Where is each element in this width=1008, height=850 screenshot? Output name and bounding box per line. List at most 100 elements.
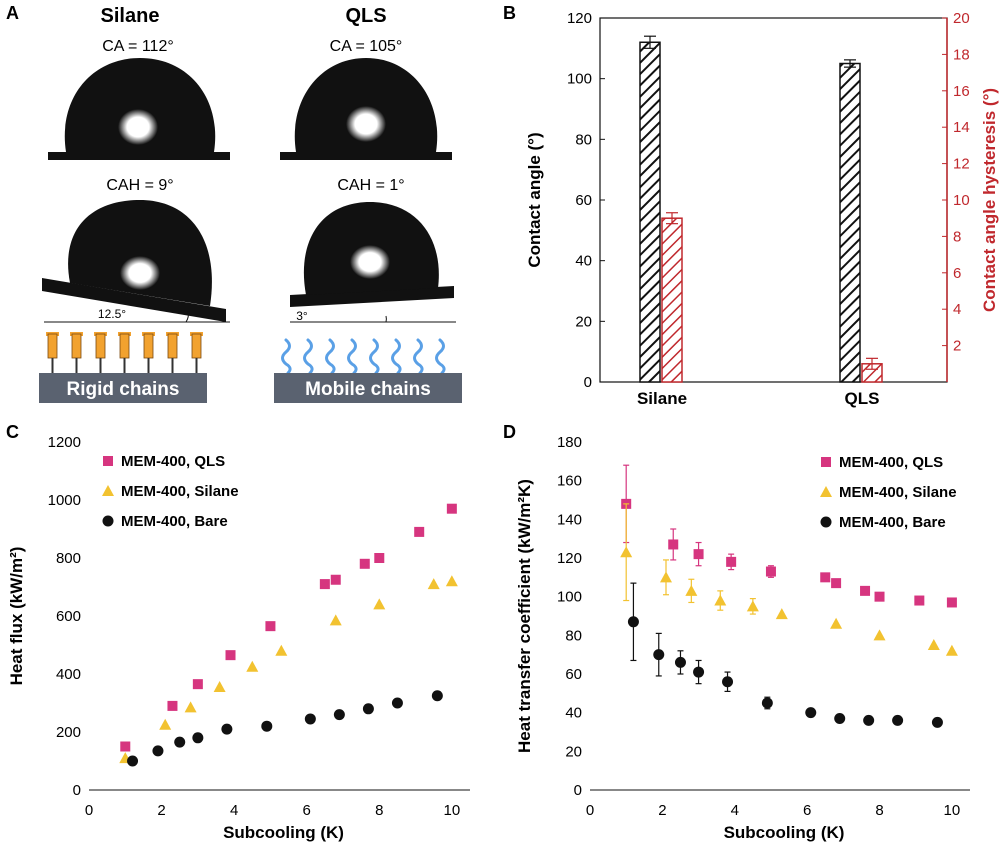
legend-entry: MEM-400, Bare — [121, 513, 228, 530]
chart-b: 0 20 40 60 80 100 120 2 4 6 8 10 12 14 16 18 20 Contact a… — [525, 10, 999, 408]
marker-circle — [820, 516, 832, 528]
marker-square — [414, 526, 425, 537]
category-label: QLS — [845, 389, 880, 408]
y2-tick-label: 14 — [953, 119, 970, 136]
marker-circle — [722, 676, 734, 688]
marker-triangle — [714, 594, 727, 606]
mobile-chain — [281, 338, 292, 375]
chain-box-mobile — [274, 373, 462, 403]
marker-circle — [431, 690, 443, 702]
y-tick-label: 400 — [56, 666, 81, 683]
marker-circle — [805, 707, 817, 719]
x-tick-label: 0 — [586, 802, 594, 819]
marker-square — [693, 549, 704, 560]
panel-a: A Silane CA = 112° CAH = 9° 12.5° Rigid … — [6, 3, 462, 403]
marker-triangle — [213, 681, 226, 693]
marker-square — [330, 574, 341, 585]
marker-circle — [931, 716, 943, 728]
marker-square — [821, 457, 831, 467]
rigid-chain-body — [119, 333, 130, 359]
rigid-chain-body — [95, 333, 106, 359]
y2-tick-label: 10 — [953, 192, 970, 209]
mobile-chain — [435, 338, 446, 375]
droplet-tilted-qls — [290, 202, 456, 323]
y-tick-label: 40 — [575, 253, 592, 270]
bar-left — [639, 41, 661, 383]
marker-circle — [102, 515, 114, 527]
marker-circle — [627, 616, 639, 628]
y2-tick-label: 4 — [953, 301, 961, 318]
rigid-chain-body — [191, 333, 202, 359]
marker-square — [874, 591, 885, 602]
y2-tick-label: 16 — [953, 83, 970, 100]
marker-triangle — [945, 644, 958, 656]
panel-c: C 0 2 4 6 8 10 0 200 400 600 800 1000 1200 Subcooling… — [6, 422, 470, 842]
marker-circle — [127, 755, 139, 767]
x-tick-label: 10 — [944, 802, 961, 819]
y-axis-title: Heat transfer coefficient (kW/m²K) — [515, 479, 534, 753]
y-tick-label: 80 — [575, 131, 592, 148]
x-tick-label: 2 — [658, 802, 666, 819]
x-tick-label: 10 — [444, 802, 461, 819]
x-tick-label: 4 — [230, 802, 238, 819]
y-tick-label: 100 — [567, 71, 592, 88]
marker-triangle — [620, 546, 633, 558]
marker-square — [359, 558, 370, 569]
marker-circle — [333, 709, 345, 721]
rigid-chain-body — [71, 333, 82, 359]
marker-triangle — [660, 571, 672, 583]
legend-entry: MEM-400, QLS — [839, 454, 943, 471]
marker-triangle — [102, 485, 114, 496]
rigid-chain-body — [143, 333, 154, 359]
tilt-angle-silane: 12.5° — [98, 307, 126, 321]
legend-entry: MEM-400, Bare — [839, 514, 946, 531]
marker-circle — [261, 720, 273, 732]
x-axis-title: Subcooling (K) — [724, 823, 845, 842]
bar-left — [839, 62, 861, 383]
y-tick-label: 20 — [565, 743, 582, 760]
marker-triangle — [427, 578, 440, 590]
y-tick-label: 0 — [584, 374, 592, 391]
droplet-tilted-silane — [42, 200, 230, 323]
y-tick-label: 600 — [56, 608, 81, 625]
cah-label-qls: CAH = 1° — [337, 177, 404, 194]
panel-letter-d: D — [503, 422, 516, 442]
x-tick-label: 2 — [157, 802, 165, 819]
y-tick-label: 0 — [574, 782, 582, 799]
marker-square — [765, 566, 776, 577]
y2-tick-label: 12 — [953, 156, 970, 173]
y-tick-label: 60 — [575, 192, 592, 209]
y-axis-title: Heat flux (kW/m²) — [7, 547, 26, 686]
marker-square — [946, 597, 957, 608]
marker-circle — [863, 714, 875, 726]
marker-circle — [174, 736, 186, 748]
ca-label-qls: CA = 105° — [330, 38, 403, 55]
chains-label-rigid: Rigid chains — [67, 379, 180, 400]
ca-label-silane: CA = 112° — [102, 38, 173, 55]
marker-square — [103, 456, 113, 466]
category-label: Silane — [637, 389, 687, 408]
marker-circle — [761, 697, 773, 709]
x-tick-label: 8 — [875, 802, 883, 819]
y-axis-title: Contact angle (°) — [525, 132, 544, 267]
y-tick-label: 160 — [557, 473, 582, 490]
mobile-chain — [347, 338, 358, 375]
y-tick-label: 1000 — [48, 492, 81, 509]
rigid-chain-body — [167, 333, 178, 359]
marker-square — [914, 595, 925, 606]
y2-axis-title: Contact angle hysteresis (°) — [980, 88, 999, 312]
marker-circle — [391, 697, 403, 709]
marker-circle — [653, 649, 665, 661]
marker-triangle — [445, 575, 458, 587]
bar-right — [661, 217, 683, 383]
marker-circle — [834, 712, 846, 724]
marker-square — [225, 650, 236, 661]
chains-label-mobile: Mobile chains — [305, 379, 431, 400]
mobile-chain — [325, 338, 336, 375]
y-tick-label: 0 — [73, 782, 81, 799]
marker-circle — [693, 666, 705, 678]
y-tick-label: 60 — [565, 666, 582, 683]
y-tick-label: 120 — [567, 10, 592, 27]
marker-triangle — [246, 660, 259, 672]
marker-square — [120, 741, 131, 752]
